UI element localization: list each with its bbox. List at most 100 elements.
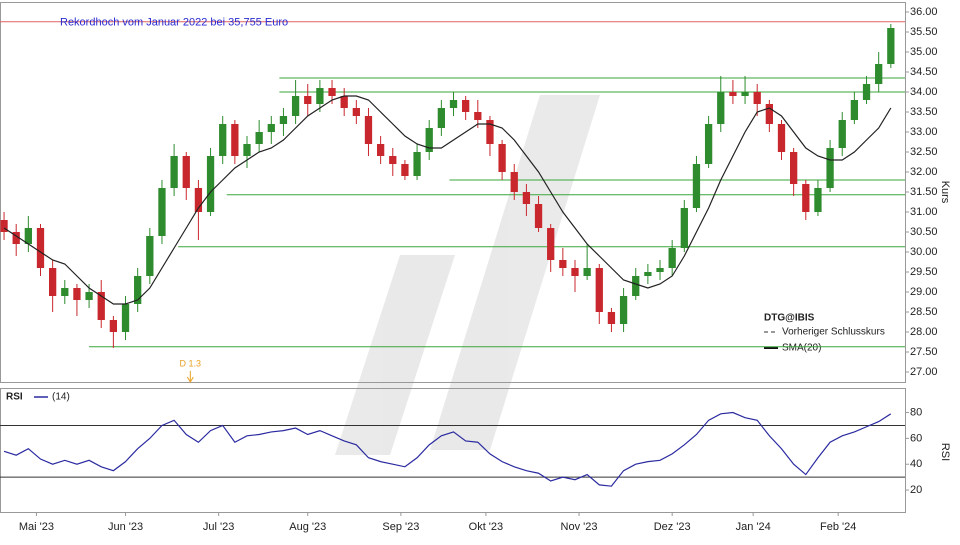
x-tick-label: Okt '23	[469, 521, 504, 533]
candle-body	[704, 124, 713, 164]
y-tick-label: 27.00	[910, 366, 938, 378]
candle-body	[279, 116, 288, 124]
candle-body	[12, 232, 20, 244]
candle-body	[559, 260, 567, 268]
y-tick-label: 28.00	[910, 326, 938, 338]
y-tick-label: 29.50	[910, 266, 938, 278]
x-tick-label: Feb '24	[820, 521, 856, 533]
candle-body	[158, 188, 166, 236]
x-tick-label: Jan '24	[736, 521, 771, 533]
candle-body	[425, 128, 433, 152]
y-tick-label: 32.00	[910, 166, 938, 178]
candle-body	[449, 100, 458, 108]
candle-body	[522, 192, 531, 204]
candle-body	[61, 288, 69, 296]
candle-body	[291, 96, 300, 116]
sma-line	[3, 95, 892, 305]
y-tick-label: 35.50	[910, 26, 938, 38]
candle-body	[547, 228, 555, 260]
candle-body	[875, 64, 883, 84]
candle-body	[340, 96, 348, 108]
record-label: Rekordhoch vom Januar 2022 bei 35,755 Eu…	[60, 17, 288, 29]
x-tick-label: Jul '23	[203, 521, 234, 533]
rsi-tick-label: 60	[910, 432, 922, 444]
legend-title: DTG@IBIS	[764, 313, 815, 324]
candle-body	[316, 88, 324, 104]
candle-body	[24, 228, 32, 244]
candle-body	[0, 220, 8, 232]
candle-body	[826, 148, 834, 188]
rsi-title: RSI	[6, 392, 23, 403]
candle-body	[462, 100, 470, 112]
rsi-tick-label: 20	[910, 484, 922, 496]
rsi-line	[3, 411, 892, 487]
y-tick-label: 33.50	[910, 106, 938, 118]
candle-body	[486, 120, 494, 144]
y-tick-label: 28.50	[910, 306, 938, 318]
candle-body	[595, 268, 603, 312]
y-tick-label: 35.00	[910, 46, 938, 58]
candle-body	[474, 112, 482, 120]
candle-body	[887, 28, 895, 64]
y-tick-label: 30.50	[910, 226, 938, 238]
candle-body	[814, 188, 822, 212]
x-tick-label: Dez '23	[654, 521, 691, 533]
candle-body	[583, 268, 591, 276]
y-tick-label: 31.00	[910, 206, 938, 218]
rsi-tick-label: 80	[910, 406, 922, 418]
candle-body	[376, 144, 385, 156]
y-tick-label: 30.00	[910, 246, 938, 258]
candle-body	[401, 164, 409, 176]
candle-body	[413, 152, 421, 176]
x-tick-label: Mai '23	[19, 521, 54, 533]
legend-entry: Vorheriger Schlusskurs	[782, 327, 885, 338]
candle-body	[680, 208, 688, 248]
candle-body	[510, 172, 518, 192]
candle-body	[668, 248, 676, 268]
candle-body	[717, 92, 725, 124]
y-tick-label: 27.50	[910, 346, 938, 358]
candle-body	[170, 156, 178, 188]
candle-body	[619, 296, 628, 324]
candle-body	[498, 144, 506, 172]
candle-body	[219, 124, 227, 156]
candle-body	[182, 156, 190, 188]
candle-body	[765, 104, 773, 124]
candle-body	[729, 92, 737, 96]
legend-entry: SMA(20)	[782, 343, 821, 354]
candle-body	[231, 124, 239, 156]
candle-body	[97, 292, 105, 320]
candle-body	[571, 268, 579, 276]
candle-body	[862, 84, 871, 100]
candle-body	[692, 164, 701, 208]
candle-body	[121, 304, 130, 332]
candle-body	[607, 312, 616, 324]
y-tick-label: 36.00	[910, 6, 938, 18]
y-tick-label: 32.50	[910, 146, 938, 158]
legend: DTG@IBIS Vorheriger Schlusskurs SMA(20)	[760, 310, 895, 358]
y-tick-label: 34.50	[910, 66, 938, 78]
candle-body	[255, 132, 263, 144]
candle-body	[206, 156, 215, 212]
candle-body	[656, 268, 664, 272]
candle-body	[777, 124, 786, 152]
x-tick-label: Sep '23	[382, 521, 419, 533]
candle-body	[644, 272, 652, 276]
candle-body	[437, 108, 446, 128]
candle-body	[850, 100, 859, 120]
candle-body	[267, 124, 275, 132]
candle-body	[364, 116, 373, 144]
rsi-legend: (14)	[52, 392, 70, 403]
candle-body	[838, 120, 846, 148]
candle-body	[85, 292, 93, 300]
candle-body	[109, 320, 118, 332]
x-tick-label: Jun '23	[108, 521, 143, 533]
y-tick-label: 29.00	[910, 286, 938, 298]
candle-body	[352, 108, 360, 116]
event-label: D 1.3	[180, 358, 202, 368]
watermark	[335, 95, 600, 455]
candle-body	[304, 96, 312, 104]
candle-body	[741, 92, 749, 96]
